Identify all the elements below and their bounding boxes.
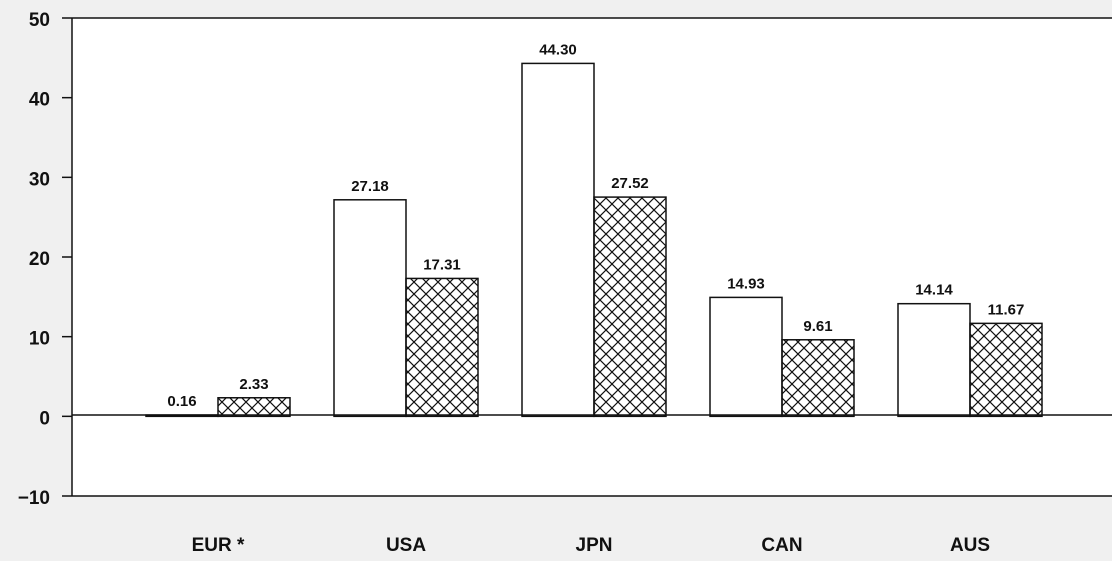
bar-aus-series-2 [969, 322, 1043, 418]
data-label-usa-series-1: 27.18 [351, 178, 389, 195]
x-axis-labels: EUR * USA JPN CAN AUS [192, 535, 990, 556]
data-label-can-series-2: 9.61 [803, 318, 832, 335]
data-label-jpn-series-2: 27.52 [611, 175, 649, 192]
bar-jpn-series-2 [593, 196, 667, 418]
x-tick-label-eur: EUR * [192, 535, 245, 556]
x-tick-label-jpn: JPN [576, 535, 613, 556]
y-tick-label: 30 [29, 169, 50, 190]
y-tick-label: −10 [18, 488, 50, 509]
data-label-can-series-1: 14.93 [727, 275, 765, 292]
bar-usa-series-1 [333, 199, 407, 418]
bar-eur-series-2 [217, 397, 291, 418]
data-label-jpn-series-1: 44.30 [539, 41, 577, 58]
x-tick-label-can: CAN [761, 535, 802, 556]
y-axis-ticks: 50 40 30 20 10 0 −10 [18, 10, 72, 509]
data-label-usa-series-2: 17.31 [423, 256, 461, 273]
data-label-aus-series-1: 14.14 [915, 282, 953, 299]
bar-can-series-1 [709, 296, 783, 418]
y-tick-label: 40 [29, 90, 50, 111]
bar-usa-series-2 [405, 277, 479, 418]
data-label-aus-series-2: 11.67 [988, 301, 1025, 318]
data-label-eur-series-2: 2.33 [239, 376, 268, 393]
bar-jpn-series-1 [521, 62, 595, 418]
y-tick-label: 50 [29, 10, 50, 31]
y-tick-label: 0 [39, 408, 50, 429]
bars-layer [145, 62, 1043, 418]
x-tick-label-usa: USA [386, 535, 426, 556]
bar-can-series-2 [781, 339, 855, 418]
bar-aus-series-1 [897, 302, 971, 418]
data-labels-layer: 0.16 2.33 27.18 17.31 44.30 27.52 14.93 9.61 14.… [167, 41, 1024, 410]
y-tick-label: 20 [29, 249, 50, 270]
data-label-eur-series-1: 0.16 [167, 393, 196, 410]
y-tick-label: 10 [29, 329, 50, 350]
x-tick-label-aus: AUS [950, 535, 990, 556]
